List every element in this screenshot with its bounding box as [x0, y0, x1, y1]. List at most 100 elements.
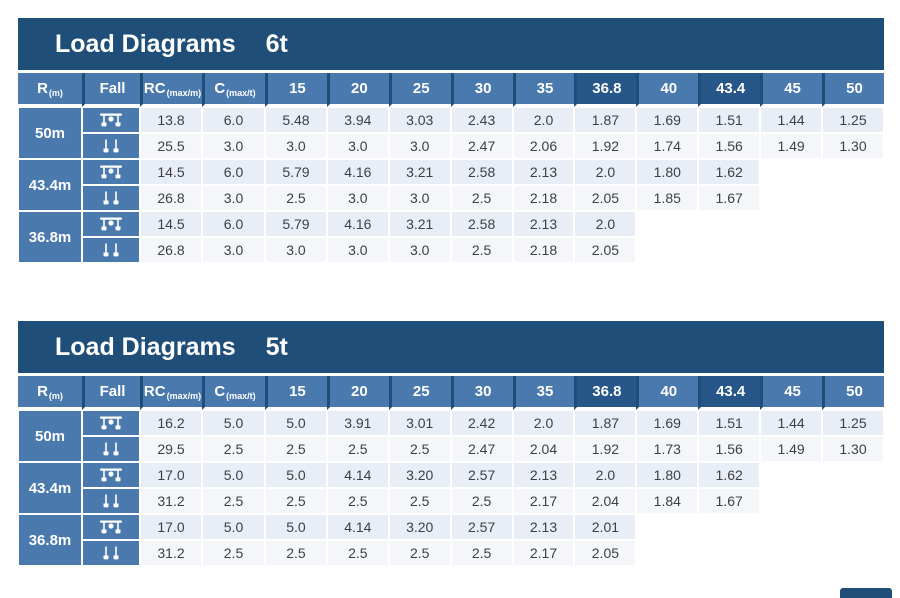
col-header-rc-max: RC(max/m)	[140, 376, 202, 410]
blank-cell	[760, 185, 823, 211]
col-header-radius-15: 15	[265, 73, 327, 107]
load-value-cell: 2.04	[512, 436, 575, 462]
load-value-cell: 3.0	[265, 237, 327, 263]
load-value-cell: 3.94	[326, 107, 389, 133]
load-value-cell: 1.44	[760, 410, 823, 436]
load-value-cell: 2.5	[202, 488, 265, 514]
blank-cell	[822, 185, 884, 211]
jib-length-cell: 50m	[18, 410, 82, 462]
blank-cell	[760, 211, 823, 237]
col-header-radius-43.4: 43.4	[698, 376, 761, 410]
load-value-cell: 3.0	[326, 133, 389, 159]
jib-length-cell: 43.4m	[18, 462, 82, 514]
col-header-fall: Fall	[82, 376, 140, 410]
load-value-cell: 3.0	[388, 185, 451, 211]
load-value-cell: 2.57	[450, 514, 513, 540]
col-header-radius-30: 30	[450, 376, 513, 410]
load-value-cell: 2.0	[574, 211, 637, 237]
blank-cell	[822, 462, 884, 488]
load-table-5t: Load Diagrams 5t R(m) Fall RC(max/m) C(m…	[18, 321, 884, 566]
load-value-cell: 3.21	[388, 211, 451, 237]
col-header-radius-20: 20	[326, 73, 389, 107]
table-title: Load Diagrams	[55, 29, 236, 58]
load-value-cell: 2.13	[512, 514, 575, 540]
data-row: 25.5 3.0 3.0 3.0 3.0 2.47 2.06 1.92 1.74 1.56 1.49…	[18, 133, 884, 159]
load-value-cell: 3.0	[202, 133, 265, 159]
load-value-cell: 2.47	[450, 133, 513, 159]
load-value-cell: 2.5	[202, 436, 265, 462]
load-value-cell: 2.5	[326, 540, 389, 566]
load-value-cell: 5.48	[265, 107, 327, 133]
load-value-cell: 3.21	[388, 159, 451, 185]
blank-cell	[822, 237, 884, 263]
load-value-cell: 5.0	[265, 462, 327, 488]
load-chart-table: R(m) Fall RC(max/m) C(max/t) 15 20 25 30 35 3…	[18, 73, 884, 263]
load-value-cell: 1.44	[760, 107, 823, 133]
load-value-cell: 1.67	[698, 488, 761, 514]
load-value-cell: 2.5	[326, 488, 389, 514]
load-value-cell: 2.5	[450, 488, 513, 514]
load-value-cell: 1.87	[574, 107, 637, 133]
header-row: R(m) Fall RC(max/m) C(max/t) 15 20 25 30 35 3…	[18, 376, 884, 410]
load-value-cell: 2.18	[512, 237, 575, 263]
load-table-6t: Load Diagrams 6t R(m) Fall RC(max/m) C(m…	[18, 18, 884, 263]
load-value-cell: 1.30	[822, 436, 884, 462]
four-fall-icon	[82, 159, 140, 185]
blank-cell	[822, 211, 884, 237]
blank-cell	[760, 488, 823, 514]
load-value-cell: 2.5	[388, 436, 451, 462]
load-value-cell: 5.0	[265, 514, 327, 540]
load-value-cell: 5.0	[265, 410, 327, 436]
load-value-cell: 31.2	[140, 488, 202, 514]
col-header-radius-30: 30	[450, 73, 513, 107]
col-header-rc-max: RC(max/m)	[140, 73, 202, 107]
load-value-cell: 14.5	[140, 211, 202, 237]
load-value-cell: 2.06	[512, 133, 575, 159]
col-header-radius-25: 25	[388, 376, 451, 410]
data-row: 26.8 3.0 2.5 3.0 3.0 2.5 2.18 2.05 1.85 1.67	[18, 185, 884, 211]
load-value-cell: 2.13	[512, 211, 575, 237]
load-value-cell: 2.58	[450, 159, 513, 185]
load-value-cell: 1.62	[698, 159, 761, 185]
load-value-cell: 2.5	[450, 237, 513, 263]
blank-cell	[698, 237, 761, 263]
jib-length-cell: 43.4m	[18, 159, 82, 211]
load-value-cell: 2.5	[326, 436, 389, 462]
col-header-radius-40: 40	[636, 73, 699, 107]
load-value-cell: 3.20	[388, 462, 451, 488]
load-value-cell: 6.0	[202, 107, 265, 133]
load-value-cell: 13.8	[140, 107, 202, 133]
four-fall-icon	[82, 107, 140, 133]
load-value-cell: 14.5	[140, 159, 202, 185]
load-value-cell: 1.85	[636, 185, 699, 211]
load-value-cell: 2.05	[574, 185, 637, 211]
load-value-cell: 5.79	[265, 211, 327, 237]
load-value-cell: 31.2	[140, 540, 202, 566]
col-header-radius-50: 50	[822, 73, 884, 107]
load-value-cell: 1.67	[698, 185, 761, 211]
blank-cell	[636, 211, 699, 237]
load-value-cell: 2.5	[388, 540, 451, 566]
table-capacity: 5t	[265, 332, 288, 361]
blank-cell	[822, 514, 884, 540]
load-value-cell: 1.73	[636, 436, 699, 462]
load-value-cell: 3.03	[388, 107, 451, 133]
load-value-cell: 2.01	[574, 514, 637, 540]
blank-cell	[698, 211, 761, 237]
blank-cell	[760, 237, 823, 263]
col-header-radius-45: 45	[760, 73, 823, 107]
load-value-cell: 2.17	[512, 488, 575, 514]
jib-length-cell: 50m	[18, 107, 82, 159]
load-value-cell: 2.05	[574, 237, 637, 263]
load-value-cell: 1.30	[822, 133, 884, 159]
col-header-radius-50: 50	[822, 376, 884, 410]
load-value-cell: 2.5	[265, 488, 327, 514]
load-value-cell: 2.17	[512, 540, 575, 566]
data-row: 31.2 2.5 2.5 2.5 2.5 2.5 2.17 2.04 1.84 1.67	[18, 488, 884, 514]
load-value-cell: 1.25	[822, 107, 884, 133]
load-value-cell: 6.0	[202, 211, 265, 237]
data-row: 26.8 3.0 3.0 3.0 3.0 2.5 2.18 2.05	[18, 237, 884, 263]
col-header-radius-15: 15	[265, 376, 327, 410]
blank-cell	[822, 488, 884, 514]
load-value-cell: 3.20	[388, 514, 451, 540]
